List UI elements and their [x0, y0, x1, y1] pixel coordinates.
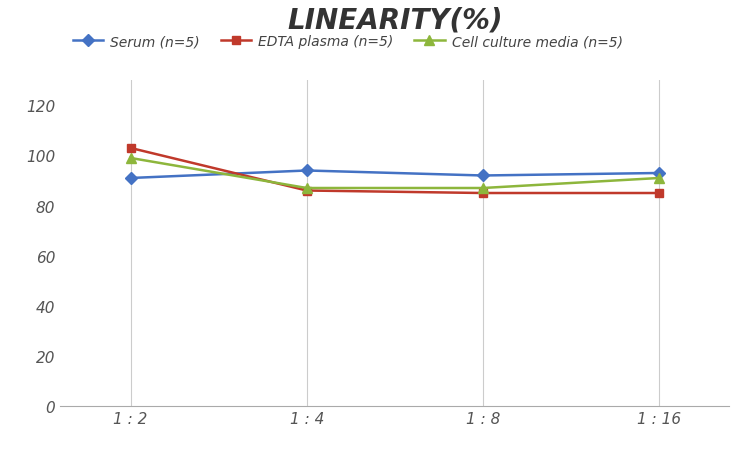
Line: EDTA plasma (n=5): EDTA plasma (n=5) [126, 144, 663, 198]
Cell culture media (n=5) [126, 156, 135, 161]
EDTA plasma (n=5) [302, 189, 311, 194]
Line: Serum (n=5): Serum (n=5) [126, 167, 663, 183]
Serum (n=5) [302, 168, 311, 174]
Line: Cell culture media (n=5): Cell culture media (n=5) [126, 154, 664, 193]
Cell culture media (n=5) [302, 186, 311, 191]
Cell culture media (n=5) [654, 176, 663, 181]
EDTA plasma (n=5) [126, 146, 135, 152]
Serum (n=5) [126, 176, 135, 181]
Cell culture media (n=5) [478, 186, 487, 191]
Title: LINEARITY(%): LINEARITY(%) [287, 7, 502, 35]
Serum (n=5) [654, 171, 663, 176]
Legend: Serum (n=5), EDTA plasma (n=5), Cell culture media (n=5): Serum (n=5), EDTA plasma (n=5), Cell cul… [67, 30, 628, 55]
EDTA plasma (n=5) [654, 191, 663, 196]
EDTA plasma (n=5) [478, 191, 487, 196]
Serum (n=5) [478, 173, 487, 179]
